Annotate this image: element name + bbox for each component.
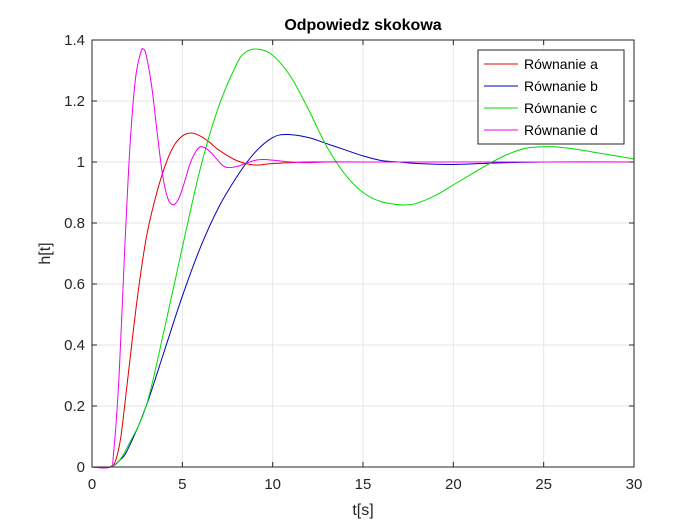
y-tick-label: 0 [77,459,85,476]
x-tick-label: 0 [88,476,96,493]
x-axis-label: t[s] [352,502,373,519]
y-tick-label: 1 [77,154,85,171]
x-tick-label: 10 [264,476,281,493]
y-tick-label: 1.2 [64,93,85,110]
x-tick-label: 15 [355,476,372,493]
legend-label-1: Równanie a [524,56,598,72]
legend-label-3: Równanie c [524,100,597,116]
legend-box [477,49,625,145]
y-tick-label: 0.2 [64,398,85,415]
y-tick-label: 0.4 [64,337,85,354]
series-line-3 [91,48,635,468]
legend-label-4: Równanie d [524,122,598,138]
series-lines [91,48,635,469]
x-tick-label: 20 [445,476,462,493]
legend-label-2: Równanie b [524,78,598,94]
series-line-4 [91,48,634,469]
x-tick-label: 30 [626,476,643,493]
y-tick-label: 0.6 [64,276,85,293]
y-tick-label: 0.8 [64,215,85,232]
legend: Równanie a Równanie b Równanie c Równanie d [477,49,625,145]
x-tick-label: 25 [535,476,552,493]
y-tick-label: 1.4 [64,32,85,49]
x-tick-label: 5 [178,476,186,493]
y-axis-label: h[t] [37,242,54,264]
axis-ticks: 0 5 10 15 20 25 30 0 0.2 0.4 0.6 0.8 1 1.2 1.4 [64,32,642,493]
chart-title: Odpowiedz skokowa [284,17,441,34]
